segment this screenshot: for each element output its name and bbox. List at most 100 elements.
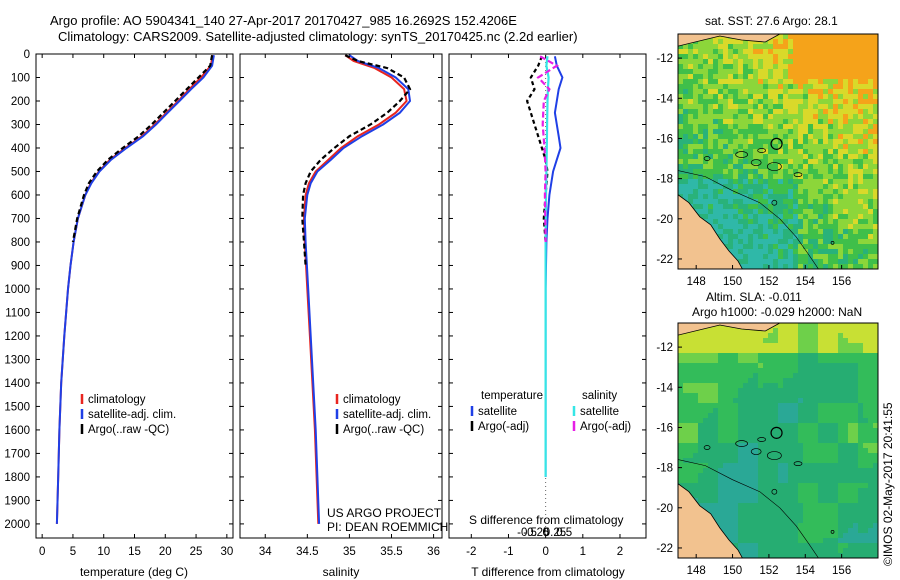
map-cell [798, 443, 804, 449]
map-cell [733, 328, 739, 334]
map-cell [813, 518, 819, 524]
map-cell [763, 54, 769, 60]
map-cell [808, 94, 814, 100]
map-cell [793, 144, 799, 150]
map-cell [758, 423, 764, 429]
map-cell [743, 79, 749, 85]
map-cell [748, 478, 754, 484]
map-cell [818, 398, 824, 404]
map-cell [853, 129, 859, 135]
lon-tick-label: 156 [832, 276, 851, 288]
map-cell [848, 393, 854, 399]
map-cell [708, 194, 714, 200]
map-cell [818, 553, 824, 558]
depth-tick-label: 600 [11, 190, 30, 202]
map-cell [728, 403, 734, 409]
map-cell [698, 383, 704, 389]
map-cell [733, 159, 739, 165]
map-cell [868, 194, 874, 200]
map-cell [768, 343, 774, 349]
map-cell [718, 453, 724, 459]
map-cell [813, 398, 819, 404]
map-cell [738, 139, 744, 145]
map-cell [843, 433, 849, 439]
map-cell [793, 328, 799, 334]
map-cell [783, 513, 789, 519]
map-cell [868, 184, 874, 190]
map-cell [768, 488, 774, 494]
map-cell [853, 408, 859, 414]
map-cell [793, 139, 799, 145]
map-cell [813, 348, 819, 354]
map-cell [818, 468, 824, 474]
map-cell [818, 249, 824, 255]
map-cell [828, 493, 834, 499]
map-cell [853, 328, 859, 334]
map-cell [698, 343, 704, 349]
map-cell [743, 358, 749, 364]
map-cell [743, 533, 749, 539]
map-cell [763, 478, 769, 484]
map-cell [828, 553, 834, 558]
map-cell [803, 259, 809, 265]
map-cell [803, 383, 809, 389]
map-cell [693, 44, 699, 50]
map-cell [753, 418, 759, 424]
map-cell [698, 363, 704, 369]
map-cell [723, 239, 729, 245]
map-cell [823, 503, 829, 509]
map-cell [678, 423, 684, 429]
map-cell [683, 403, 689, 409]
map-cell [818, 523, 824, 529]
map-cell [848, 234, 854, 240]
map-cell [748, 199, 754, 205]
map-cell [753, 548, 759, 554]
map-cell [753, 368, 759, 374]
map-cell [698, 214, 704, 220]
map-cell [723, 39, 729, 45]
map-cell [818, 114, 824, 120]
map-cell [693, 124, 699, 130]
map-cell [738, 229, 744, 235]
map-cell [798, 44, 804, 50]
map-cell [708, 408, 714, 414]
map-cell [793, 154, 799, 160]
map-cell [858, 39, 864, 45]
map-cell [713, 518, 719, 524]
map-cell [858, 403, 864, 409]
map-cell [753, 333, 759, 339]
map-cell [683, 473, 689, 479]
map-cell [848, 164, 854, 170]
map-cell [798, 114, 804, 120]
map-cell [748, 189, 754, 195]
map-cell [843, 403, 849, 409]
map-cell [683, 109, 689, 115]
map-cell [768, 64, 774, 70]
map-cell [773, 174, 779, 180]
map-cell [713, 453, 719, 459]
map-cell [688, 99, 694, 105]
map-cell [848, 54, 854, 60]
map-cell [818, 403, 824, 409]
map-cell [723, 129, 729, 135]
map-cell [838, 343, 844, 349]
map-cell [678, 378, 684, 384]
map-cell [748, 99, 754, 105]
map-cell [838, 209, 844, 215]
map-cell [858, 413, 864, 419]
map-cell [738, 129, 744, 135]
map-cell [863, 548, 869, 554]
map-cell [783, 259, 789, 265]
depth-tick-label: 1900 [4, 495, 30, 507]
map-cell [748, 234, 754, 240]
map-cell [733, 199, 739, 205]
map-cell [853, 433, 859, 439]
map-cell [768, 363, 774, 369]
map-cell [708, 104, 714, 110]
map-cell [823, 64, 829, 70]
map-cell [743, 553, 749, 558]
map-cell [873, 164, 878, 170]
map-cell [778, 508, 784, 514]
depth-tick-label: 1000 [4, 284, 30, 296]
map-cell [713, 214, 719, 220]
